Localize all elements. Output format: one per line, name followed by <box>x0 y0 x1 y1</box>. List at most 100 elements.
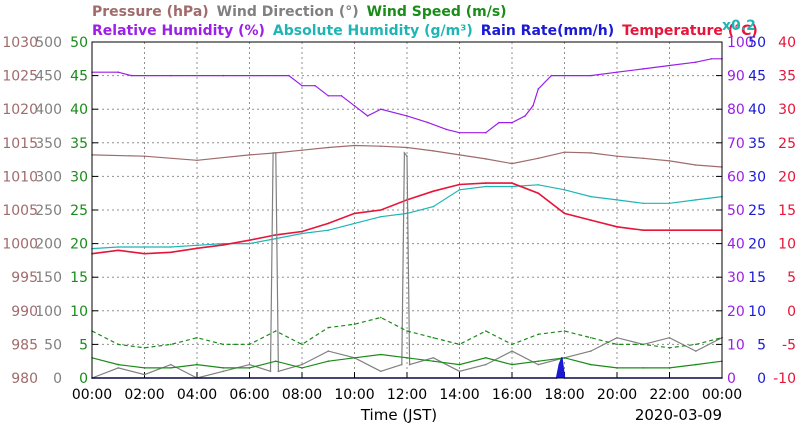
data-point-wind-speed <box>301 343 303 346</box>
data-point-wind-direction <box>406 155 408 157</box>
y-tick-label-pressure: 1030 <box>2 35 38 51</box>
y-tick-label-rain-rate: 50 <box>748 35 766 51</box>
data-point-absolute-humidity <box>458 189 461 191</box>
data-point-wind-direction <box>401 363 403 366</box>
y-tick-label-wind-speed: 10 <box>70 304 88 320</box>
y-tick-label-wind-direction: 200 <box>35 237 62 253</box>
y-tick-label-wind-speed: 50 <box>70 35 88 51</box>
data-point-wind-direction <box>275 152 277 154</box>
data-point-pressure <box>196 159 198 162</box>
data-point-wind-direction <box>432 357 435 359</box>
x-tick-label: 22:00 <box>649 387 689 403</box>
x-tick-label: 02:00 <box>124 387 164 403</box>
data-point-wind-direction <box>668 336 671 339</box>
y-tick-label-wind-speed: 25 <box>70 203 88 219</box>
legend: Pressure (hPa) Wind Direction (°) Wind Spe… <box>92 4 758 39</box>
y-tick-label-wind-speed: 0 <box>79 371 88 387</box>
data-point-relative-humidity <box>695 61 697 63</box>
data-point-relative-humidity <box>668 64 671 67</box>
data-point-temperature <box>432 190 435 192</box>
y-tick-label-rain-rate: 10 <box>748 304 766 320</box>
data-point-pressure <box>406 146 408 149</box>
data-point-relative-humidity <box>353 105 356 107</box>
data-point-wind-speed <box>668 367 671 369</box>
data-point-pressure <box>642 157 645 160</box>
data-point-wind-speed <box>143 347 146 349</box>
x-tick-label: 12:00 <box>387 387 427 403</box>
data-point-wind-speed <box>301 367 303 369</box>
data-point-relative-humidity <box>170 74 172 77</box>
data-point-wind-direction <box>143 373 146 376</box>
data-point-wind-speed <box>380 353 382 356</box>
data-point-temperature <box>327 222 330 225</box>
data-point-wind-speed <box>353 323 356 326</box>
data-point-absolute-humidity <box>563 189 566 191</box>
data-point-temperature <box>668 229 671 231</box>
x-tick-label: 00:00 <box>702 387 742 403</box>
data-point-temperature <box>117 249 120 252</box>
data-point-relative-humidity <box>366 115 369 117</box>
data-point-temperature <box>642 229 645 231</box>
data-point-relative-humidity <box>511 121 513 124</box>
data-point-wind-speed <box>485 330 487 332</box>
y-tick-label-temperature: -5 <box>782 337 796 353</box>
data-point-wind-speed <box>695 343 697 346</box>
data-point-absolute-humidity <box>275 237 277 240</box>
data-point-temperature <box>695 229 697 231</box>
data-point-wind-speed <box>170 343 172 346</box>
y-tick-label-wind-direction: 150 <box>35 270 62 286</box>
data-point-absolute-humidity <box>248 242 251 245</box>
data-point-temperature <box>222 244 225 246</box>
y-tick-label-wind-speed: 30 <box>70 169 88 185</box>
data-point-pressure <box>563 151 566 153</box>
y-tick-label-wind-speed: 40 <box>70 102 88 118</box>
data-point-relative-humidity <box>532 105 534 107</box>
legend-item-rain_rate: Rain Rate(mm/h) <box>481 23 614 39</box>
y-tick-label-relative-humidity: 20 <box>727 304 745 320</box>
y-tick-label-wind-direction: 450 <box>35 69 62 85</box>
data-point-absolute-humidity <box>196 244 198 247</box>
data-point-absolute-humidity <box>432 205 435 208</box>
data-point-temperature <box>170 251 172 254</box>
data-point-wind-speed <box>143 367 146 369</box>
data-point-temperature <box>458 183 461 186</box>
data-point-wind-direction <box>117 367 120 369</box>
y-tick-label-relative-humidity: 30 <box>727 270 745 286</box>
data-point-wind-direction <box>380 370 382 373</box>
y-tick-label-pressure: 995 <box>11 270 38 286</box>
y-tick-label-temperature: -10 <box>773 371 796 387</box>
x-tick-label: 08:00 <box>282 387 322 403</box>
data-point-wind-speed <box>327 360 330 363</box>
y-tick-label-wind-direction: 350 <box>35 136 62 152</box>
series-line-relative-humidity <box>92 58 722 134</box>
data-point-wind-speed <box>170 367 172 369</box>
y-tick-label-rain-rate: 30 <box>748 169 766 185</box>
y-tick-label-pressure: 1025 <box>2 69 38 85</box>
x-tick-label: 16:00 <box>492 387 532 403</box>
y-tick-label-pressure: 1005 <box>2 203 38 219</box>
data-point-wind-direction <box>248 363 251 366</box>
data-point-wind-speed <box>222 367 225 369</box>
data-point-wind-speed <box>511 343 513 346</box>
series-line-pressure <box>91 144 723 168</box>
y-tick-label-rain-rate: 0 <box>757 371 766 387</box>
x-tick-label: 14:00 <box>439 387 479 403</box>
data-point-absolute-humidity <box>170 246 172 248</box>
data-point-temperature <box>353 212 356 215</box>
data-point-wind-direction <box>272 152 274 154</box>
data-point-absolute-humidity <box>143 246 146 248</box>
data-point-relative-humidity <box>590 74 592 77</box>
x-tick-label: 06:00 <box>229 387 269 403</box>
legend-item-temperature: Temperature (°C) <box>622 23 758 39</box>
data-point-pressure <box>353 144 356 147</box>
data-point-relative-humidity <box>537 88 540 90</box>
y-tick-label-wind-direction: 250 <box>35 203 62 219</box>
data-point-pressure <box>668 160 671 162</box>
data-point-wind-speed <box>511 363 513 366</box>
data-point-pressure <box>616 155 618 157</box>
y-tick-label-temperature: 40 <box>778 35 796 51</box>
data-point-wind-direction <box>458 370 461 373</box>
data-point-temperature <box>511 182 513 184</box>
y-tick-label-wind-speed: 35 <box>70 136 88 152</box>
